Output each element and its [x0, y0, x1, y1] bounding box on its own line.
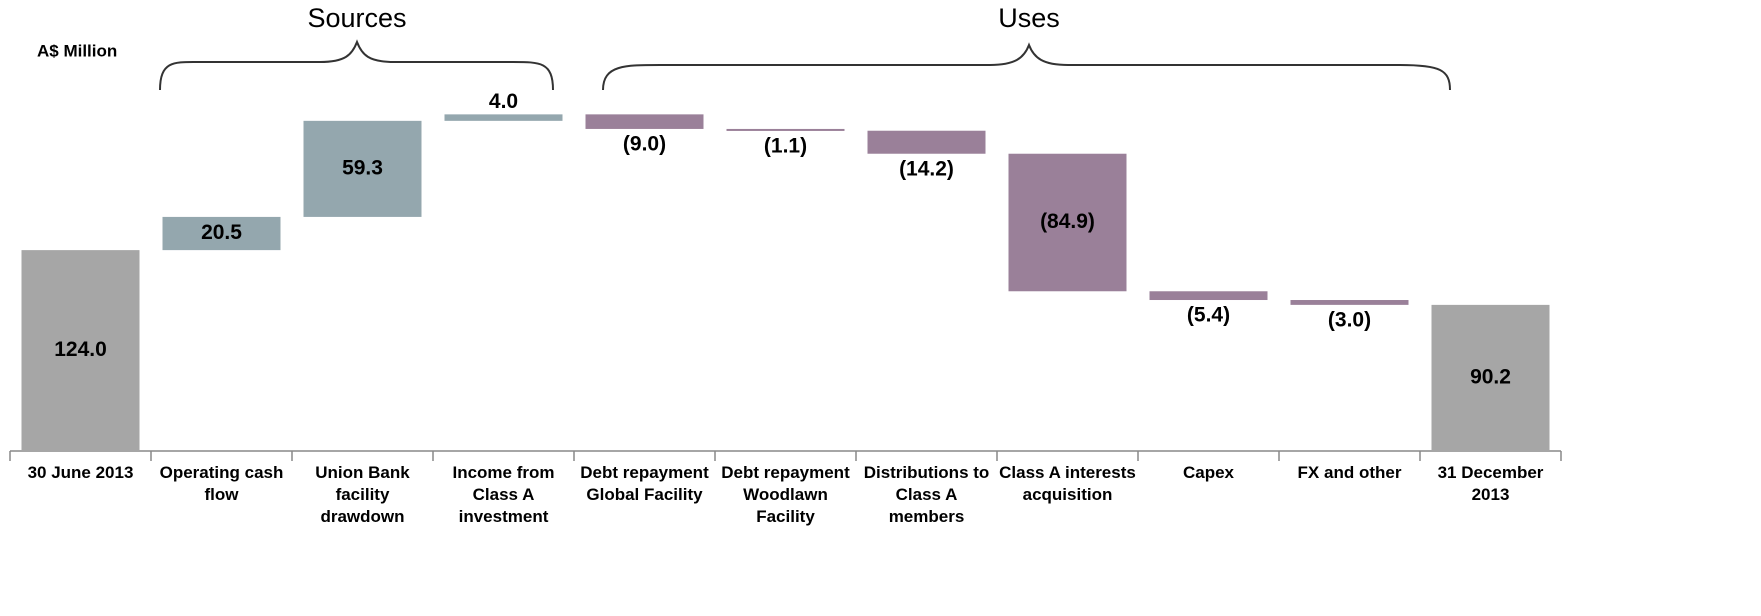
brace — [602, 42, 1451, 91]
value-label: (9.0) — [623, 132, 666, 155]
x-tick-label: Income from Class A investment — [452, 463, 555, 526]
bar — [867, 130, 986, 154]
x-tick-label: Capex — [1182, 463, 1235, 482]
bar — [1431, 304, 1550, 451]
value-label: 90.2 — [1470, 365, 1511, 388]
x-tick-label: FX and other — [1297, 463, 1402, 482]
x-tick-label: 31 December 2013 — [1437, 463, 1544, 504]
x-tick-label: Union Bank facility drawdown — [315, 463, 410, 526]
brace — [159, 39, 554, 91]
value-label: (1.1) — [764, 134, 807, 157]
value-label: (3.0) — [1328, 308, 1371, 331]
bar — [1149, 291, 1268, 301]
bar — [585, 114, 704, 129]
group-label: Sources — [307, 3, 406, 33]
bar — [444, 114, 563, 121]
bar — [162, 216, 281, 251]
group-label: Uses — [998, 3, 1060, 33]
value-label: (14.2) — [899, 157, 954, 180]
value-label: (84.9) — [1040, 210, 1095, 233]
x-tick-label: 30 June 2013 — [27, 463, 134, 482]
value-label: 20.5 — [201, 221, 242, 244]
x-tick-label: Debt repayment Global Facility — [580, 463, 709, 504]
bar — [1008, 153, 1127, 292]
value-label: 4.0 — [489, 90, 518, 113]
bar — [303, 120, 422, 217]
x-tick-label: Operating cash flow — [159, 463, 284, 504]
value-label: (5.4) — [1187, 304, 1230, 327]
bar — [21, 250, 140, 451]
x-tick-label: Debt repayment Woodlawn Facility — [721, 463, 850, 526]
value-label: 59.3 — [342, 156, 383, 179]
bar — [726, 128, 845, 131]
x-tick-label: Class A interests acquisition — [999, 463, 1136, 504]
x-tick-label: Distributions to Class A members — [863, 463, 990, 526]
value-label: 124.0 — [54, 338, 107, 361]
bar — [1290, 300, 1409, 305]
y-axis-label: A$ Million — [37, 41, 117, 60]
